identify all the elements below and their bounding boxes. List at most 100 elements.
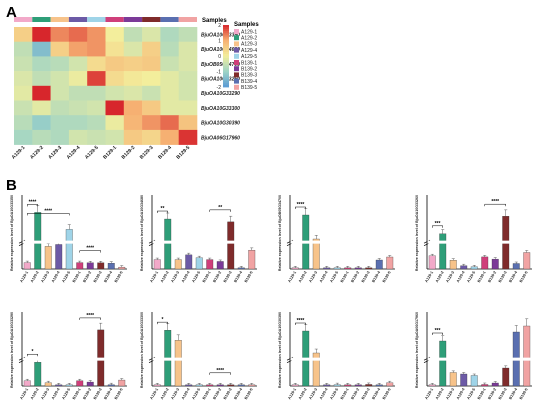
colorbar-segment bbox=[223, 78, 229, 82]
heatmap-cell bbox=[105, 129, 125, 145]
bar bbox=[237, 384, 245, 387]
x-tick-label: A129-4 bbox=[456, 270, 466, 284]
x-tick-label: A129-1 bbox=[287, 271, 297, 284]
significance-label: **** bbox=[216, 368, 224, 374]
bar bbox=[118, 379, 126, 387]
x-tick-label: A129-1 bbox=[19, 388, 29, 401]
bar bbox=[354, 384, 362, 387]
bar bbox=[23, 380, 31, 387]
heatmap-row-label: BjuOA10G33350 bbox=[201, 32, 240, 38]
panel-label-a: A bbox=[6, 4, 17, 21]
bar bbox=[449, 260, 457, 270]
significance-label: *** bbox=[435, 328, 441, 334]
heatmap-cell bbox=[142, 56, 161, 72]
bar bbox=[44, 246, 52, 270]
bar bbox=[365, 384, 373, 387]
annotation-cell bbox=[14, 17, 33, 22]
x-tick-label: B139-1 bbox=[477, 271, 487, 284]
x-tick-label: B139-3 bbox=[498, 388, 508, 401]
heatmap-cell bbox=[178, 56, 198, 72]
heatmap-cell bbox=[123, 71, 143, 87]
heatmap-cell bbox=[68, 71, 88, 87]
bar bbox=[195, 384, 203, 387]
significance-label: **** bbox=[29, 199, 37, 205]
annotation-cell bbox=[32, 17, 51, 22]
x-tick-label: B139-4 bbox=[103, 270, 113, 284]
heatmap-legend: 2 1 0 -1 -2 SamplesA129-1A129-2A129-3A129-4A1… bbox=[217, 22, 260, 91]
x-tick-label: B139-3 bbox=[93, 271, 103, 284]
legend-label: B139-4 bbox=[241, 79, 257, 85]
x-tick-label: B139-3 bbox=[498, 271, 508, 284]
bar bbox=[23, 262, 31, 270]
bar-chart-6: Relative expression level of BjuOA10G333… bbox=[140, 312, 257, 400]
colorbar-segment bbox=[223, 64, 229, 67]
significance-label: **** bbox=[86, 313, 94, 319]
heatmap-cell bbox=[178, 115, 198, 131]
x-tick-label: A129-1 bbox=[149, 271, 159, 284]
panel-label-b: B bbox=[6, 177, 17, 194]
heatmap-cell bbox=[87, 85, 106, 101]
x-tick-label: B139-2 bbox=[82, 388, 92, 401]
axis-break-band bbox=[427, 240, 532, 244]
heatmap-cell bbox=[14, 115, 33, 131]
significance-label: **** bbox=[86, 246, 94, 252]
legend-swatch bbox=[234, 41, 239, 47]
colorbar-segment bbox=[223, 82, 229, 86]
bar bbox=[439, 340, 447, 387]
axis-break-band bbox=[22, 357, 127, 361]
heatmap-cell bbox=[123, 100, 143, 116]
heatmap-cell bbox=[14, 56, 33, 72]
significance-label: * bbox=[32, 349, 34, 355]
heatmap-cell bbox=[32, 56, 51, 72]
heatmap-cell bbox=[50, 85, 70, 101]
colorbar-segment bbox=[223, 29, 229, 32]
bar bbox=[55, 244, 63, 270]
heatmap-cell bbox=[68, 56, 88, 72]
heatmap-cell bbox=[32, 71, 51, 87]
bar bbox=[365, 267, 373, 270]
heatmap-cell bbox=[105, 27, 125, 42]
bar bbox=[118, 266, 126, 270]
x-tick-label: B139-3 bbox=[223, 388, 233, 401]
x-tick-label: A129-4 bbox=[456, 387, 466, 401]
annotation-cell bbox=[50, 17, 69, 22]
x-tick-label: A129-1 bbox=[149, 388, 159, 401]
heatmap-cell bbox=[87, 100, 106, 116]
legend-swatch bbox=[234, 60, 239, 65]
heatmap-cell bbox=[123, 129, 143, 145]
colorbar-segment bbox=[223, 27, 229, 30]
heatmap-cell bbox=[14, 85, 33, 101]
axis-break-band bbox=[290, 240, 395, 244]
bar bbox=[323, 267, 331, 270]
heatmap-column-label: A129-4 bbox=[66, 145, 82, 161]
legend-swatch bbox=[234, 29, 239, 34]
legend-swatch bbox=[234, 72, 239, 78]
heatmap-cell bbox=[32, 41, 51, 57]
legend-swatch bbox=[234, 78, 239, 84]
annotation-cell bbox=[87, 17, 106, 22]
bar bbox=[333, 384, 341, 387]
bar bbox=[107, 263, 115, 270]
bar bbox=[227, 221, 235, 270]
heatmap-cell bbox=[178, 85, 198, 101]
x-tick-label: A129-3 bbox=[308, 271, 318, 284]
heatmap-cell bbox=[68, 115, 88, 131]
x-tick-label: A129-3 bbox=[170, 271, 180, 284]
heatmap-column-label: B129-4 bbox=[157, 145, 173, 161]
heatmap-cell bbox=[50, 129, 70, 145]
x-tick-label: A129-5 bbox=[191, 271, 201, 284]
heatmap-cell bbox=[68, 85, 88, 101]
heatmap-column-label: B129-1 bbox=[102, 145, 118, 161]
heatmap-cell bbox=[14, 129, 33, 145]
significance-label: **** bbox=[44, 208, 52, 214]
legend-label: A129-5 bbox=[241, 54, 257, 60]
colorbar-segment bbox=[223, 74, 229, 78]
heatmap-row-label: BjuOA10G33290 bbox=[201, 91, 240, 97]
bar bbox=[386, 256, 394, 270]
bar bbox=[481, 384, 489, 387]
x-tick-label: B139-3 bbox=[93, 388, 103, 401]
y-axis-label: Relative expression level of BjuOA10G346… bbox=[140, 195, 144, 271]
heatmap-cell bbox=[87, 27, 106, 42]
x-tick-label: A129-3 bbox=[445, 271, 455, 284]
heatmap-cell bbox=[105, 85, 125, 101]
